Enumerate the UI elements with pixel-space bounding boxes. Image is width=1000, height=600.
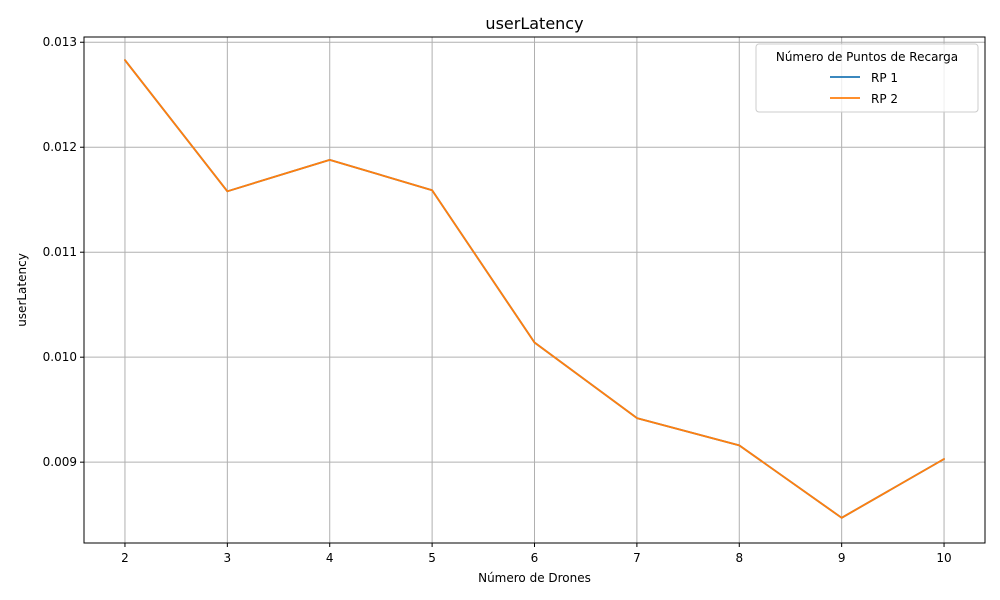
legend-label-rp2: RP 2 bbox=[871, 92, 898, 106]
x-tick-label: 8 bbox=[735, 551, 743, 565]
legend: Número de Puntos de Recarga RP 1 RP 2 bbox=[755, 43, 979, 113]
legend-box bbox=[755, 43, 979, 113]
x-tick-label: 7 bbox=[633, 551, 641, 565]
y-tick-label: 0.012 bbox=[43, 140, 77, 154]
legend-label-rp1: RP 1 bbox=[871, 71, 898, 85]
y-tick-label: 0.013 bbox=[43, 35, 77, 49]
x-axis-title: Número de Drones bbox=[478, 571, 591, 585]
grid-layer bbox=[84, 37, 985, 543]
y-tick-label: 0.009 bbox=[43, 455, 77, 469]
y-tick-label: 0.010 bbox=[43, 350, 77, 364]
y-axis-title: userLatency bbox=[15, 253, 29, 327]
chart-title: userLatency bbox=[485, 14, 583, 33]
series-layer bbox=[124, 59, 945, 519]
x-tick-label: 5 bbox=[428, 551, 436, 565]
legend-title: Número de Puntos de Recarga bbox=[776, 50, 958, 64]
tick-layer: 2 3 4 5 6 7 8 9 10 0.009 0.010 0.011 0.012 0.013 bbox=[43, 35, 952, 565]
x-tick-label: 6 bbox=[531, 551, 539, 565]
x-tick-label: 4 bbox=[326, 551, 334, 565]
y-tick-label: 0.011 bbox=[43, 245, 77, 259]
x-tick-label: 3 bbox=[224, 551, 232, 565]
x-tick-label: 9 bbox=[838, 551, 846, 565]
x-tick-label: 10 bbox=[936, 551, 951, 565]
x-tick-label: 2 bbox=[121, 551, 129, 565]
